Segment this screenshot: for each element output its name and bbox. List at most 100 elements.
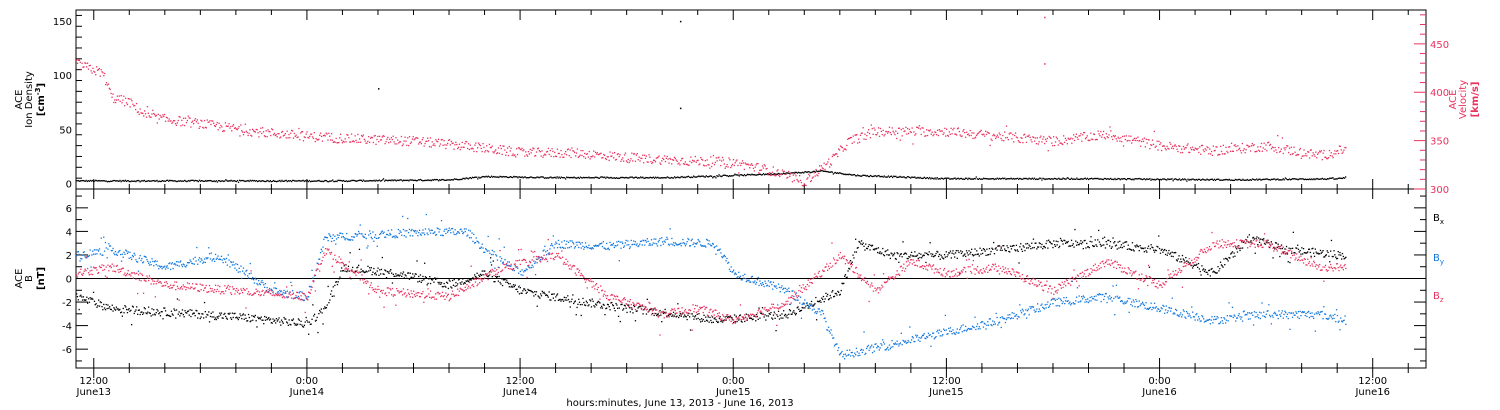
data-point [358, 230, 360, 233]
data-point [197, 263, 199, 265]
data-point [1253, 238, 1256, 240]
data-point [1095, 138, 1097, 141]
data-point [153, 112, 155, 115]
data-point [253, 315, 255, 317]
data-point [438, 138, 440, 140]
data-point [187, 262, 190, 264]
data-point [628, 161, 630, 164]
data-point [533, 260, 535, 262]
data-point [525, 268, 527, 270]
data-point [209, 315, 212, 318]
data-point [1041, 141, 1043, 143]
data-point [689, 329, 692, 331]
data-point [700, 175, 702, 177]
data-point [159, 180, 161, 183]
data-point [1313, 154, 1315, 156]
data-point [1085, 247, 1087, 249]
data-point [1157, 149, 1159, 151]
data-point [982, 252, 984, 255]
data-point [490, 253, 493, 256]
data-point [795, 171, 797, 174]
data-point [509, 176, 512, 178]
data-point [397, 179, 400, 182]
data-point [1066, 241, 1068, 244]
data-point [786, 177, 788, 179]
data-point [1077, 178, 1079, 180]
data-point [525, 151, 527, 153]
data-point [961, 178, 964, 180]
data-point [676, 176, 678, 179]
data-point [1051, 243, 1053, 245]
data-point [470, 177, 473, 180]
data-point [322, 135, 325, 137]
data-point [1030, 248, 1032, 250]
data-point [539, 176, 541, 178]
data-point [242, 131, 244, 133]
data-point [86, 257, 88, 259]
data-point [1109, 178, 1111, 180]
data-point [978, 177, 981, 180]
data-point [628, 177, 630, 179]
data-point [119, 308, 121, 311]
data-point [433, 232, 435, 234]
data-point [659, 310, 661, 312]
data-point [673, 156, 676, 158]
data-point [481, 176, 483, 178]
data-point [1036, 137, 1038, 139]
data-point [552, 150, 554, 152]
data-point [769, 172, 771, 174]
data-point [813, 304, 815, 306]
data-point [815, 296, 817, 299]
data-point [802, 185, 804, 187]
data-point [1115, 178, 1117, 181]
data-point [129, 251, 131, 253]
data-point [117, 308, 119, 310]
data-point [1073, 134, 1075, 136]
data-point [280, 294, 283, 296]
data-point [1206, 271, 1208, 274]
data-point [514, 154, 516, 156]
data-point [1055, 240, 1057, 242]
data-point [511, 285, 513, 287]
data-point [1007, 247, 1009, 249]
data-point [444, 144, 446, 146]
data-point [181, 265, 184, 268]
data-point [959, 177, 962, 180]
data-point [230, 318, 233, 320]
data-point [844, 148, 846, 150]
data-point [543, 291, 545, 293]
data-point [1232, 150, 1234, 152]
data-point [468, 229, 470, 231]
data-point [739, 162, 741, 164]
data-point [306, 179, 308, 182]
data-point [242, 313, 245, 315]
data-point [1158, 179, 1160, 181]
data-point [1249, 150, 1252, 152]
data-point [1323, 178, 1326, 180]
data-point [682, 176, 684, 179]
data-point [1220, 145, 1222, 148]
data-point [725, 175, 728, 177]
data-point [606, 242, 608, 245]
data-point [435, 278, 437, 280]
data-point [169, 262, 171, 264]
data-point [231, 264, 234, 266]
data-point [278, 292, 280, 294]
data-point [516, 153, 519, 156]
data-point [1081, 243, 1083, 245]
data-point [590, 300, 592, 302]
data-point [330, 293, 332, 295]
data-point [575, 155, 577, 157]
data-point [107, 248, 109, 250]
data-point [112, 310, 114, 312]
data-point [1281, 179, 1283, 181]
data-point [1084, 177, 1086, 179]
data-point [1123, 245, 1125, 248]
data-point [402, 228, 405, 231]
data-point [394, 237, 396, 239]
data-point [760, 312, 762, 314]
data-point [302, 179, 304, 181]
data-point [1113, 136, 1116, 138]
data-point [436, 277, 438, 280]
data-point [680, 315, 682, 317]
